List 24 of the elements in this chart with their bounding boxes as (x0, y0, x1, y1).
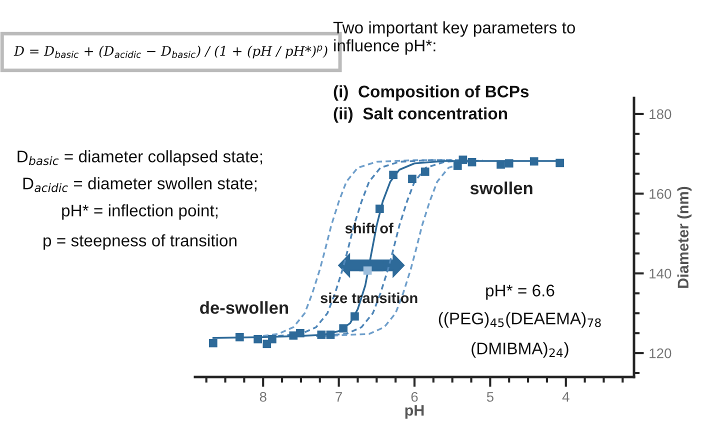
annotation: pH* = 6.6 (486, 284, 554, 300)
x-tick-label: 4 (562, 392, 570, 402)
annotation: (i) Composition of BCPs (334, 85, 529, 101)
annotation: (ii) Salt concentration (334, 107, 507, 123)
annotation: ((PEG)$_{45}$(DEAEMA)$_{78}$ (438, 312, 601, 328)
x-tick-label: 8 (260, 392, 266, 402)
annotation: de-swollen (200, 301, 288, 314)
annotation: D$_{acidic}$ = diameter swollen state; (23, 177, 256, 192)
y-tick-label: 120 (650, 348, 672, 358)
annotation: (DMIBMA)$_{24}$) (472, 342, 568, 358)
text: Two important key parameters to influence pH*: (333, 21, 575, 55)
x-tick-label: 6 (411, 392, 418, 402)
x-tick-label: 5 (486, 392, 494, 402)
annotation: swollen (470, 182, 532, 194)
x-tick-label: 7 (336, 392, 342, 402)
text: D = D$_{basic}$ + (D$_{acidic}$ − D$_{basic}$) / (1 + (pH / pH*)$^{p}$) (14, 45, 328, 58)
annotation: p = steepness of transition (44, 234, 236, 250)
y-tick-label: 140 (650, 268, 672, 279)
y2-axis-title: Diameter (nm) (677, 186, 692, 288)
annotation: pH* = inflection point; (62, 204, 218, 220)
y-tick-label: 180 (650, 109, 672, 120)
annotation: D$_{basic}$ = diameter collapsed state; (18, 150, 262, 166)
y-tick-label: 160 (650, 188, 672, 199)
x-axis-title: pH (405, 405, 424, 419)
